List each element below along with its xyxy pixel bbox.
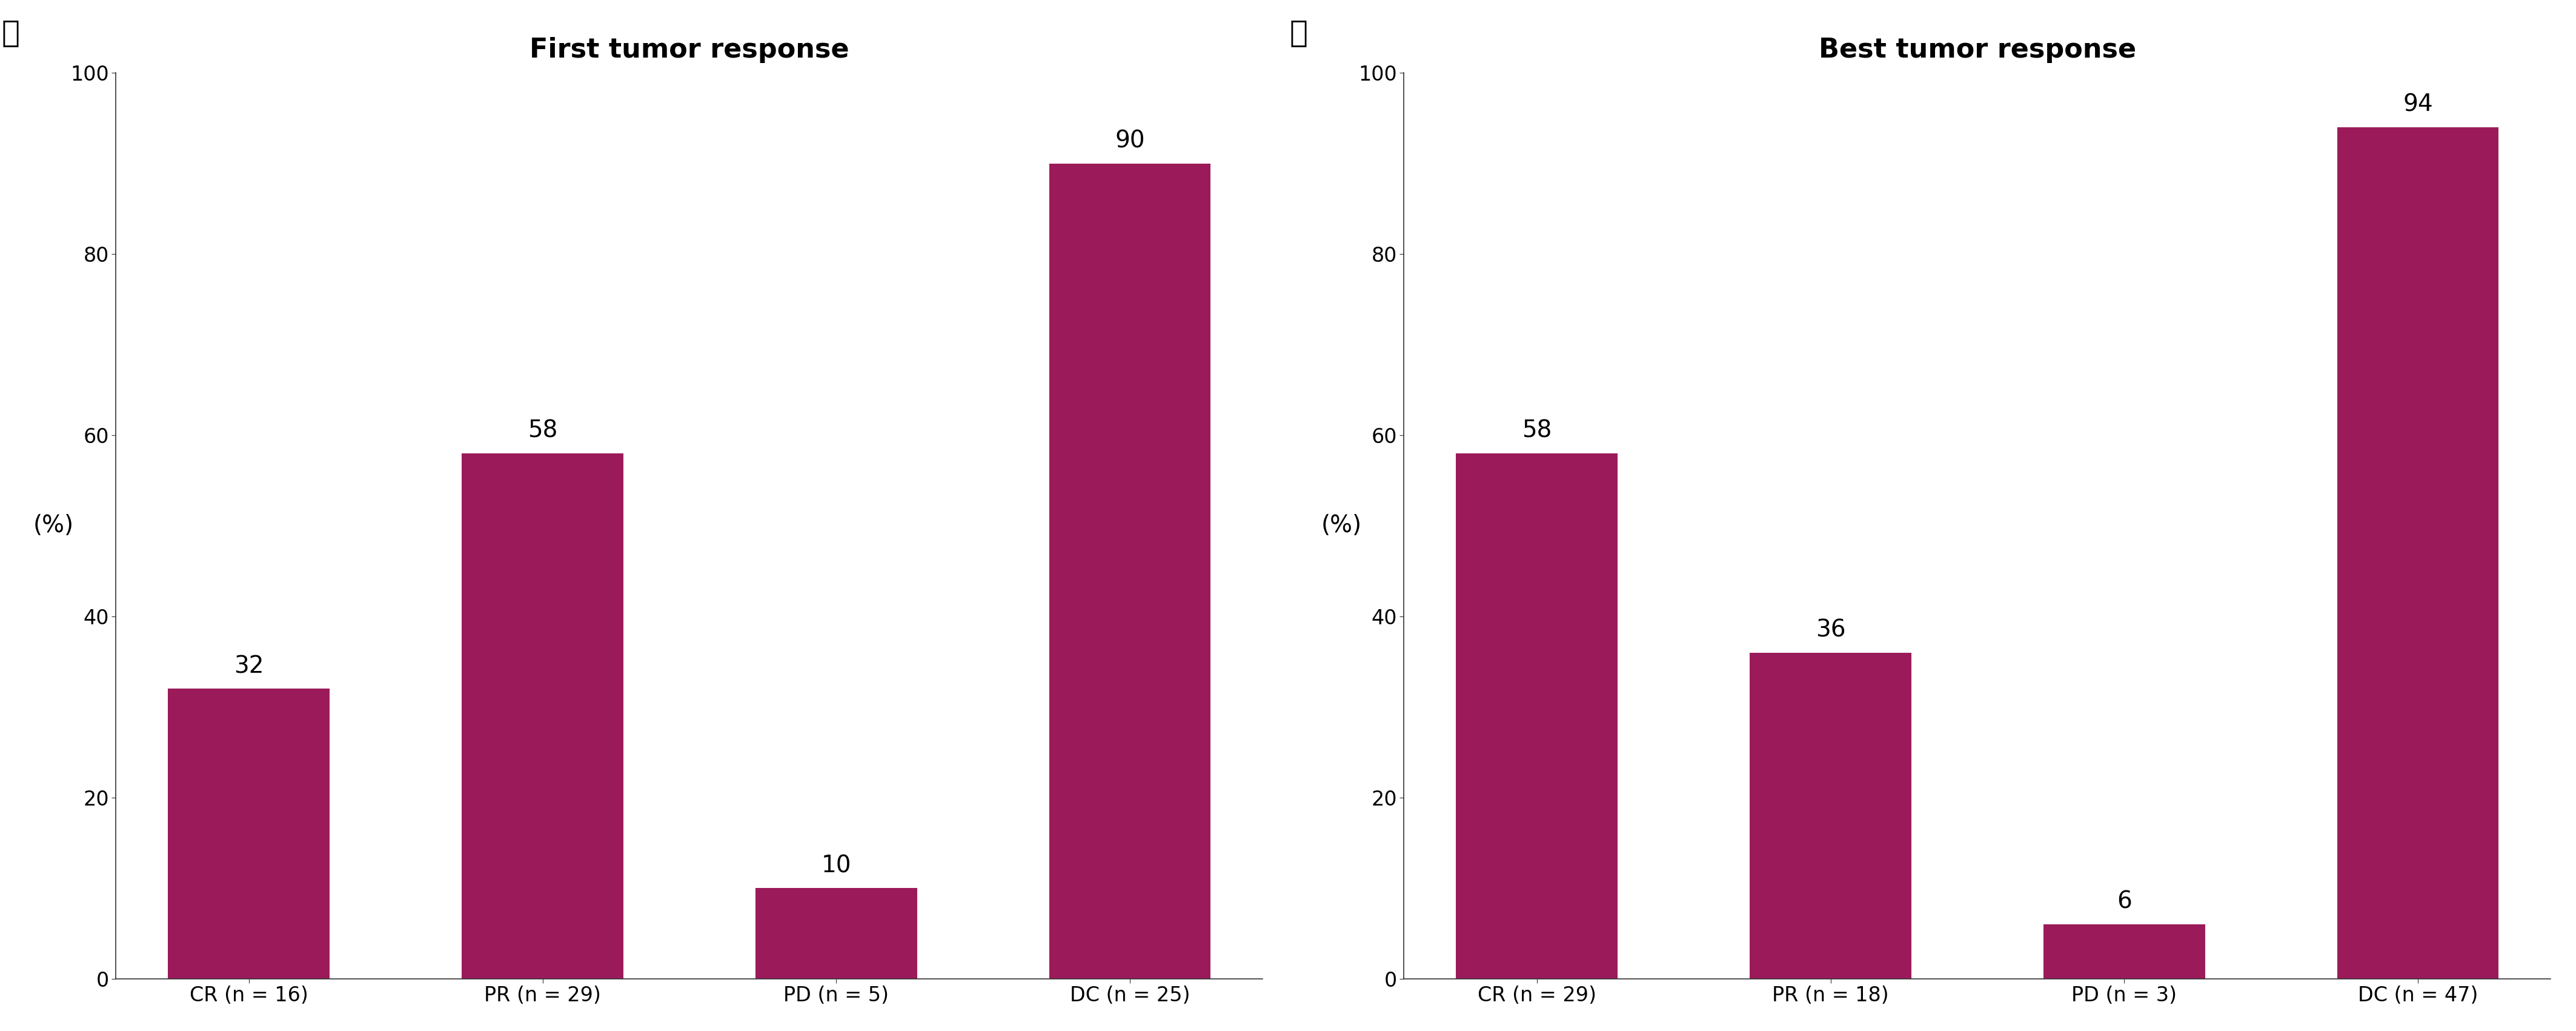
Text: 6: 6: [2117, 891, 2133, 913]
Bar: [1455, 454, 1618, 978]
Title: Best tumor response: Best tumor response: [1819, 37, 2136, 63]
Y-axis label: (%): (%): [1321, 514, 1363, 537]
Bar: [755, 888, 917, 978]
Title: First tumor response: First tumor response: [531, 37, 850, 63]
Text: 58: 58: [1522, 420, 1551, 442]
Bar: [2043, 924, 2205, 978]
Bar: [2336, 127, 2499, 978]
Text: 94: 94: [2403, 94, 2432, 117]
Text: 36: 36: [1816, 619, 1844, 641]
Text: Ⓑ: Ⓑ: [1291, 19, 1309, 47]
Y-axis label: (%): (%): [33, 514, 75, 537]
Bar: [461, 454, 623, 978]
Bar: [1048, 164, 1211, 978]
Text: Ⓐ: Ⓐ: [3, 19, 21, 47]
Text: 32: 32: [234, 655, 263, 678]
Bar: [167, 689, 330, 978]
Bar: [1749, 653, 1911, 978]
Text: 58: 58: [528, 420, 556, 442]
Text: 90: 90: [1115, 130, 1144, 153]
Text: 10: 10: [822, 854, 850, 877]
